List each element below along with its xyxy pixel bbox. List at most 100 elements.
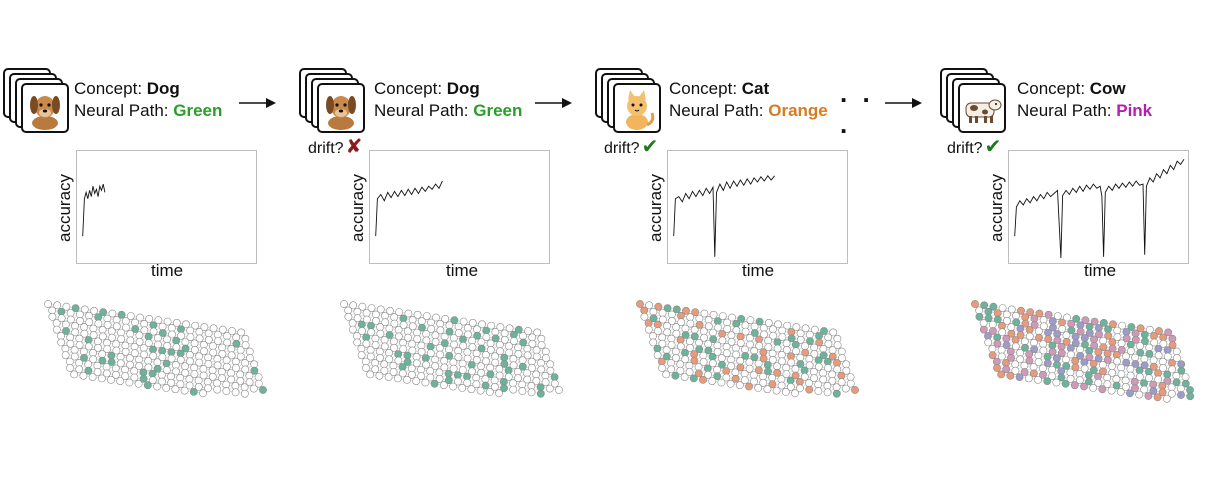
neuron-node <box>504 372 513 381</box>
neuron-node <box>1012 318 1021 327</box>
panel-stage-3: Concept: Cat Neural Path: Orange drift? ✔… <box>592 0 892 485</box>
neuron-node <box>80 305 89 314</box>
neuron-node <box>713 347 722 356</box>
neuron-node <box>418 323 426 332</box>
neuron-node <box>245 378 254 387</box>
neuron-node <box>815 338 824 347</box>
neuron-node <box>773 344 782 353</box>
neuron-node <box>1043 359 1052 368</box>
neuron-node <box>467 385 476 394</box>
neuron-node <box>94 319 103 328</box>
neuron-node <box>828 352 837 361</box>
neuron-node <box>66 364 74 372</box>
neuron-node <box>385 331 394 339</box>
neuron-node <box>819 375 828 384</box>
neuron-node <box>528 339 537 348</box>
concept-label: Concept: Cat <box>669 79 770 98</box>
neuron-node <box>190 339 199 348</box>
neuron-node <box>1116 388 1125 396</box>
neuron-node <box>654 327 662 335</box>
concept-name: Cow <box>1089 79 1126 98</box>
neuron-node <box>1007 329 1016 338</box>
neuron-node <box>126 360 134 369</box>
neuron-node <box>98 326 107 334</box>
neuron-node <box>482 357 490 366</box>
neuron-node <box>681 331 690 339</box>
neuron-node <box>824 339 833 348</box>
neuron-node <box>131 325 140 333</box>
neuron-node <box>1159 339 1168 348</box>
neuron-node <box>824 364 832 372</box>
neuron-node <box>389 368 398 376</box>
neuron-node <box>1026 308 1035 316</box>
neuron-node <box>190 370 199 378</box>
neuron-node <box>722 349 731 358</box>
neuron-node <box>399 321 408 329</box>
neuron-node <box>84 342 93 351</box>
neuron-node <box>704 322 713 331</box>
neuron-node <box>1131 384 1139 393</box>
neuron-node <box>1117 370 1126 378</box>
neuron-node <box>699 351 708 360</box>
accuracy-series-line <box>673 175 775 257</box>
neuron-node <box>399 345 408 353</box>
neuron-node <box>135 362 144 370</box>
neuron-node <box>654 302 663 311</box>
neuron-node <box>204 384 212 393</box>
neuron-node <box>686 319 695 328</box>
neuron-node <box>704 370 712 379</box>
x-axis-label: time <box>1084 261 1117 280</box>
neuron-node <box>690 326 699 334</box>
neuron-node <box>796 360 805 368</box>
neuron-node <box>754 359 763 368</box>
neuron-node <box>1140 361 1149 370</box>
neuron-node <box>413 335 422 343</box>
neuron-node <box>367 304 376 312</box>
neuron-node <box>536 389 545 398</box>
neuron-node <box>727 337 736 346</box>
neuron-node <box>1089 384 1098 392</box>
neuron-node <box>772 386 781 395</box>
neuron-node <box>787 358 796 367</box>
image-card-stack <box>940 68 1006 134</box>
neuron-node <box>837 378 846 387</box>
neural-network-lattice <box>636 300 859 398</box>
neuron-node <box>190 346 199 354</box>
neuron-node <box>1039 346 1048 355</box>
neuron-node <box>1052 354 1061 363</box>
neuron-node <box>672 354 680 362</box>
y-axis-label: accuracy <box>987 173 1006 242</box>
neuron-node <box>199 365 208 373</box>
neuron-node <box>781 388 790 396</box>
neuron-node <box>158 329 167 337</box>
neuron-node <box>708 377 717 385</box>
neuron-node <box>149 352 158 360</box>
neuron-node <box>782 339 791 348</box>
neuron-node <box>731 374 740 383</box>
neuron-node <box>975 312 984 321</box>
neuron-node <box>477 362 485 371</box>
neuron-node <box>236 377 245 385</box>
neuron-node <box>741 352 750 360</box>
x-axis-label: time <box>151 261 184 280</box>
neuron-node <box>782 370 791 378</box>
neuron-node <box>381 318 390 327</box>
accuracy-series-line <box>375 180 443 237</box>
check-mark-icon: ✔ <box>641 136 659 158</box>
neuron-node <box>143 381 152 390</box>
neuron-node <box>362 364 370 372</box>
neuron-node <box>759 354 768 363</box>
accuracy-line-chart <box>82 183 106 237</box>
neuron-node <box>485 388 494 396</box>
neuron-node <box>519 338 528 347</box>
neuron-node <box>694 369 703 378</box>
neuron-node <box>993 315 1002 324</box>
neuron-node <box>199 371 208 380</box>
neuron-node <box>472 356 481 364</box>
neuron-node <box>449 334 458 342</box>
neuron-node <box>984 338 993 347</box>
neuron-node <box>971 300 979 308</box>
neuron-node <box>1113 333 1122 341</box>
neuron-node <box>112 370 120 379</box>
neuron-node <box>125 378 134 387</box>
